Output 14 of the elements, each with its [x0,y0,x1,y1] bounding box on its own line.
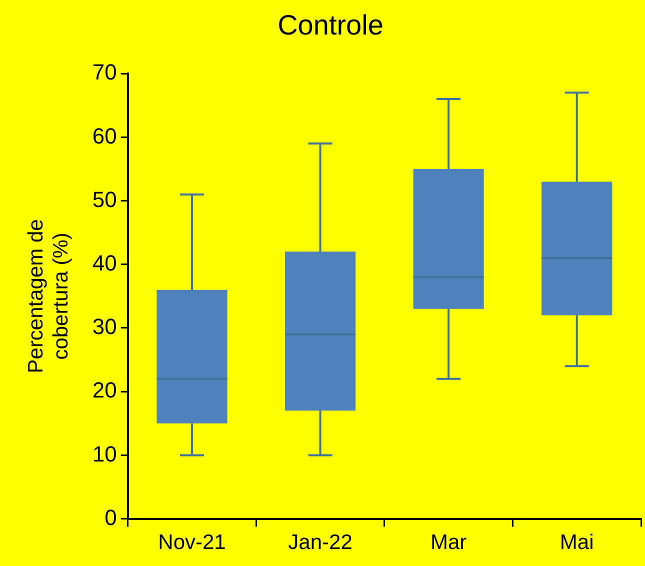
y-tick-label: 40 [92,250,117,276]
y-tick-label: 60 [92,123,117,148]
y-tick-label: 70 [92,60,117,85]
x-tick-label: Nov-21 [158,531,226,554]
y-tick-label: 0 [104,504,117,530]
y-axis-title: Percentagem de cobertura (%) [24,219,73,374]
chart-title: Controle [278,10,384,41]
x-tick-label: Mai [560,531,594,554]
x-tick-label: Mar [430,531,467,554]
y-tick-label: 30 [92,314,117,340]
y-tick-label: 10 [92,441,117,466]
y-tick-label: 20 [92,378,117,403]
y-tick-label: 50 [92,186,117,212]
x-tick-label: Jan-22 [288,531,352,554]
